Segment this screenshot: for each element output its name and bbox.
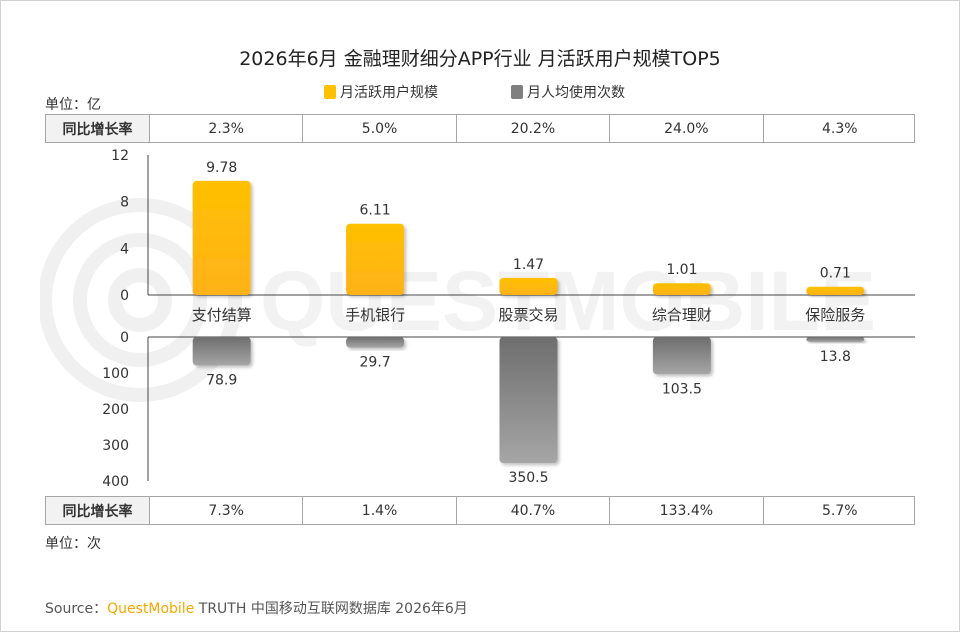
bottom-growth-cell: 133.4%: [609, 497, 762, 524]
bar-usage: [499, 337, 558, 464]
bottom-growth-table: 同比增长率 7.3% 1.4% 40.7% 133.4% 5.7%: [45, 496, 915, 525]
bar-mau: [806, 286, 865, 295]
bar-usage: [806, 337, 865, 342]
bar-usage-value-label: 78.9: [206, 372, 237, 388]
bar-mau: [499, 277, 558, 295]
bar-mau: [346, 223, 405, 295]
bottom-growth-cell: 1.4%: [302, 497, 455, 524]
bar-mau: [652, 283, 711, 295]
chart-title: 2026年6月 金融理财细分APP行业 月活跃用户规模TOP5: [239, 48, 721, 70]
top-growth-header: 同比增长率: [46, 115, 149, 142]
legend-label-mau: 月活跃用户规模: [340, 85, 438, 101]
top-growth-cell: 5.0%: [302, 115, 455, 142]
bottom-unit-label: 单位：次: [45, 536, 101, 552]
bottom-y-tick-label: 200: [102, 402, 129, 418]
bottom-growth-cell: 40.7%: [455, 497, 609, 524]
bar-mau-value-label: 1.47: [513, 257, 544, 273]
top-growth-table: 同比增长率 2.3% 5.0% 20.2% 24.0% 4.3%: [45, 114, 915, 143]
bottom-y-tick-label: 0: [120, 330, 129, 346]
x-category-label: 支付结算: [192, 306, 252, 324]
legend-label-usage: 月人均使用次数: [527, 85, 625, 101]
bar-mau: [192, 180, 251, 295]
bar-usage: [652, 337, 711, 375]
bar-mau-value-label: 1.01: [666, 262, 697, 278]
top-growth-cell: 20.2%: [455, 115, 609, 142]
legend-item-mau: 月活跃用户规模: [324, 82, 438, 102]
top-y-tick-label: 0: [120, 288, 129, 304]
x-category-label: 手机银行: [345, 306, 405, 324]
bottom-y-tick-label: 300: [102, 438, 129, 454]
source-rest: TRUTH 中国移动互联网数据库 2026年6月: [194, 601, 468, 617]
bottom-y-tick-label: 100: [102, 366, 129, 382]
top-growth-cell: 4.3%: [762, 115, 916, 142]
legend: 月活跃用户规模 月人均使用次数: [0, 82, 960, 102]
bar-usage-value-label: 103.5: [662, 381, 702, 397]
legend-swatch-usage: [511, 85, 523, 99]
bar-mau-value-label: 0.71: [820, 266, 851, 282]
bottom-growth-header: 同比增长率: [46, 497, 149, 524]
source-note: Source：QuestMobile TRUTH 中国移动互联网数据库 2026…: [45, 598, 468, 618]
top-growth-cell: 2.3%: [149, 115, 302, 142]
x-category-label: 综合理财: [652, 306, 712, 324]
bottom-y-tick-label: 400: [102, 474, 129, 490]
source-prefix: Source：: [45, 601, 108, 617]
top-y-tick-label: 8: [120, 195, 129, 211]
bar-usage-value-label: 29.7: [360, 355, 391, 371]
bottom-growth-cell: 5.7%: [762, 497, 916, 524]
top-unit-label: 单位：亿: [45, 97, 101, 113]
bar-usage-value-label: 350.5: [508, 470, 548, 486]
top-y-tick-label: 4: [120, 241, 129, 257]
bar-usage-value-label: 13.8: [820, 349, 851, 365]
legend-item-usage: 月人均使用次数: [511, 82, 625, 102]
legend-swatch-mau: [324, 85, 336, 99]
top-y-tick-label: 12: [111, 148, 129, 164]
bar-mau-value-label: 6.11: [360, 203, 391, 219]
bar-usage: [192, 337, 251, 366]
x-category-label: 保险服务: [805, 306, 865, 324]
top-growth-cell: 24.0%: [609, 115, 762, 142]
bar-mau-value-label: 9.78: [206, 160, 237, 176]
bar-usage: [346, 337, 405, 348]
source-brand: QuestMobile: [107, 601, 195, 617]
x-category-label: 股票交易: [498, 306, 558, 324]
bottom-growth-cell: 7.3%: [149, 497, 302, 524]
